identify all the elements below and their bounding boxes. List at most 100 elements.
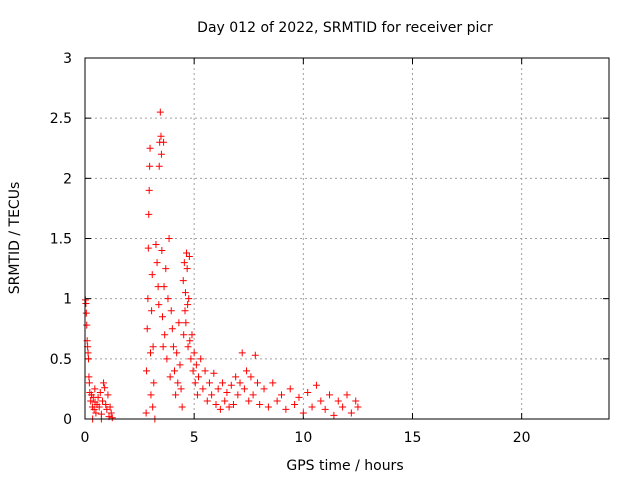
data-point — [92, 409, 100, 417]
data-point — [94, 393, 102, 401]
data-point — [101, 384, 109, 392]
data-point — [334, 397, 342, 405]
data-point — [173, 349, 181, 357]
data-point — [321, 405, 329, 413]
data-point — [312, 381, 320, 389]
data-point — [205, 379, 213, 387]
data-point — [308, 403, 316, 411]
data-point — [191, 379, 199, 387]
data-point — [185, 253, 193, 261]
data-point — [199, 385, 207, 393]
data-point — [163, 355, 171, 363]
data-point — [189, 367, 197, 375]
data-point — [317, 397, 325, 405]
data-point — [188, 331, 196, 339]
data-point — [203, 397, 211, 405]
data-point — [192, 361, 200, 369]
data-point — [185, 295, 193, 303]
data-point — [104, 391, 112, 399]
data-point — [160, 138, 168, 146]
data-point — [210, 369, 218, 377]
data-point — [236, 379, 244, 387]
data-point — [158, 247, 166, 255]
data-point — [83, 321, 91, 329]
data-point — [149, 343, 157, 351]
data-point — [87, 397, 95, 405]
data-point — [247, 373, 255, 381]
grid-lines — [85, 58, 609, 419]
data-point — [219, 379, 227, 387]
data-point — [82, 309, 90, 317]
data-point — [326, 391, 334, 399]
y-tick-label: 2.5 — [50, 111, 72, 127]
data-point — [155, 301, 163, 309]
data-point — [152, 241, 160, 249]
data-point — [264, 403, 272, 411]
data-point — [181, 307, 189, 315]
data-point — [142, 409, 150, 417]
data-point — [343, 391, 351, 399]
data-point — [84, 355, 92, 363]
data-point — [166, 373, 174, 381]
x-axis-label: GPS time / hours — [286, 458, 403, 474]
data-point — [148, 271, 156, 279]
data-point — [179, 277, 187, 285]
data-point — [145, 210, 153, 218]
y-axis-tick-labels: 0 0.5 1 1.5 2 2.5 3 — [50, 51, 72, 428]
data-point — [253, 379, 261, 387]
data-point — [143, 325, 151, 333]
data-point — [225, 403, 233, 411]
data-point — [229, 401, 237, 409]
data-point — [146, 162, 154, 170]
data-point — [286, 385, 294, 393]
x-axis-tick-labels: 0 5 10 15 20 — [81, 430, 531, 446]
data-point — [187, 355, 195, 363]
data-point — [240, 385, 248, 393]
data-point — [282, 405, 290, 413]
data-point — [260, 385, 268, 393]
data-point — [169, 343, 177, 351]
data-point — [180, 259, 188, 267]
data-point — [84, 349, 92, 357]
data-point — [347, 409, 355, 417]
data-point — [190, 349, 198, 357]
data-point — [221, 397, 229, 405]
data-point — [234, 391, 242, 399]
x-tick-label: 20 — [513, 430, 531, 446]
data-point — [144, 295, 152, 303]
data-point — [168, 325, 176, 333]
data-points — [81, 108, 362, 423]
data-point — [159, 343, 167, 351]
x-tick-label: 10 — [294, 430, 312, 446]
data-point — [165, 235, 173, 242]
data-point — [150, 379, 158, 387]
data-point — [354, 403, 362, 411]
data-point — [157, 150, 165, 158]
data-point — [95, 403, 103, 411]
data-point — [107, 409, 115, 417]
data-point — [304, 389, 312, 397]
data-point — [174, 379, 182, 387]
y-tick-label: 3 — [63, 51, 72, 67]
data-point — [243, 367, 251, 375]
y-tick-label: 0.5 — [50, 352, 72, 368]
data-point — [186, 337, 194, 345]
plot-area-frame — [84, 57, 610, 420]
data-point — [85, 373, 93, 381]
data-point — [195, 373, 203, 381]
data-point — [278, 391, 285, 399]
data-point — [183, 249, 191, 257]
y-tick-label: 1 — [63, 292, 72, 308]
x-tick-label: 0 — [81, 430, 90, 446]
data-point — [184, 343, 192, 351]
data-point — [154, 283, 162, 291]
data-point — [102, 401, 110, 409]
chart-title: Day 012 of 2022, SRMTID for receiver pic… — [197, 20, 493, 36]
data-point — [273, 397, 281, 405]
data-point — [148, 307, 156, 315]
data-point — [175, 319, 183, 327]
data-point — [339, 403, 347, 411]
data-point — [157, 132, 165, 140]
y-tick-label: 2 — [63, 171, 72, 187]
data-point — [85, 379, 93, 387]
